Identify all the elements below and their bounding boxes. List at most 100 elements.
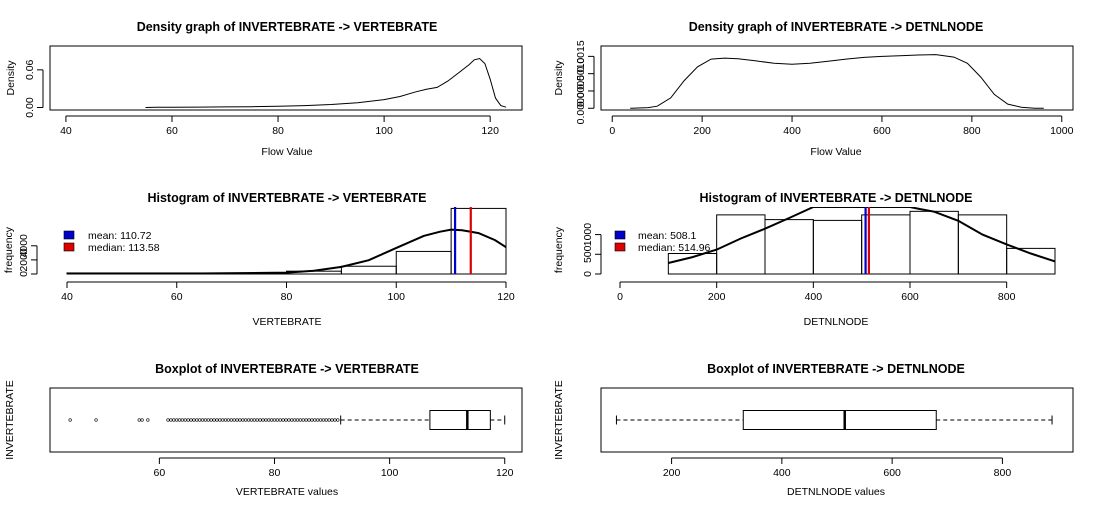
density_detnlnode-x-tick-label-200: 200 (693, 125, 711, 137)
box_vertebrate-outlier-36 (255, 418, 259, 422)
density-vertebrate-x-ticks: 40 60 80 100 120 (60, 115, 499, 137)
box-vertebrate-frame (49, 387, 523, 453)
box_vertebrate-outlier-39 (264, 418, 268, 422)
hist_vertebrate-bar-2 (340, 265, 397, 275)
box_detnlnode-x-tick-label-400: 400 (773, 467, 791, 479)
hist_detnlnode-x-tick-label-0: 0 (617, 291, 623, 303)
box_vertebrate-x-tick-label-100: 100 (381, 467, 399, 479)
hist_detnlnode-x-tick-label-200: 200 (708, 291, 726, 303)
hist-vertebrate-legend: mean: 110.72 median: 113.58 (63, 230, 160, 254)
hist-vertebrate-legend-mean-swatch (63, 230, 75, 240)
box_vertebrate-x-tick-label-80: 80 (269, 467, 281, 479)
density-detnlnode-panel: Density graph of INVERTEBRATE -> DETNLNO… (553, 20, 1074, 158)
hist-detnlnode-title: Histogram of INVERTEBRATE -> DETNLNODE (699, 191, 972, 205)
box_vertebrate-outlier-31 (241, 418, 245, 422)
box-detnlnode-x-ticks: 200 400 600 800 (663, 457, 1011, 479)
box_vertebrate-outlier-58 (318, 418, 323, 422)
box_vertebrate-outlier-30 (238, 418, 242, 422)
box_vertebrate-outlier-38 (261, 418, 265, 422)
box_vertebrate-outlier-53 (304, 418, 308, 422)
hist_detnlnode-bar-5 (909, 210, 959, 275)
box_vertebrate-outlier-4 (146, 418, 150, 422)
hist_detnlnode-bar-3 (812, 219, 863, 275)
density-detnlnode-marks (630, 54, 1044, 109)
box_vertebrate-outlier-50 (295, 418, 300, 422)
density-detnlnode-title: Density graph of INVERTEBRATE -> DETNLNO… (689, 20, 984, 34)
hist_detnlnode-y-tick-label-1: 500 (582, 245, 594, 263)
box_vertebrate-outlier-33 (246, 418, 251, 422)
hist-detnlnode-legend-median: median: 514.96 (638, 242, 711, 254)
hist-vertebrate-x-ticks: 40 60 80 100 120 (61, 281, 515, 303)
box_vertebrate-outlier-20 (209, 418, 213, 422)
box_vertebrate-outlier-7 (172, 418, 176, 422)
hist_vertebrate-normal-curve (67, 228, 506, 274)
density-detnlnode-xlabel: Flow Value (810, 146, 861, 158)
hist-vertebrate-legend-median: median: 113.58 (88, 242, 160, 254)
box_vertebrate-outlier-44 (278, 418, 282, 422)
hist-detnlnode-legend: mean: 508.1 median: 514.96 (614, 230, 711, 254)
density_detnlnode-x-tick-label-800: 800 (963, 125, 981, 137)
box_vertebrate-outlier-2 (137, 418, 141, 422)
box_vertebrate-box (429, 410, 491, 430)
box_vertebrate-outlier-29 (235, 418, 239, 422)
box_vertebrate-outlier-17 (200, 418, 205, 422)
box_vertebrate-outlier-24 (221, 418, 225, 422)
density-vertebrate-ylabel: Density (5, 60, 17, 96)
hist_vertebrate-y-tick-label-1: 2000 (18, 248, 30, 272)
hist_vertebrate-x-tick-label-100: 100 (387, 291, 405, 303)
box_detnlnode-x-tick-label-200: 200 (663, 467, 681, 479)
hist_vertebrate-x-tick-label-40: 40 (61, 291, 73, 303)
hist-detnlnode-legend-mean-swatch (614, 230, 626, 240)
density-vertebrate-title: Density graph of INVERTEBRATE -> VERTEBR… (137, 20, 438, 34)
hist_vertebrate-bar-3 (395, 250, 452, 275)
box_vertebrate-outlier-11 (183, 418, 187, 422)
box_vertebrate-x-tick-label-60: 60 (154, 467, 166, 479)
box-detnlnode-panel: Boxplot of INVERTEBRATE -> DETNLNODE DET… (553, 362, 1074, 498)
hist_vertebrate-x-tick-label-120: 120 (497, 291, 515, 303)
box_vertebrate-outlier-37 (258, 418, 262, 422)
density_detnlnode-x-tick-label-600: 600 (873, 125, 891, 137)
hist-vertebrate-title: Histogram of INVERTEBRATE -> VERTEBRATE (147, 191, 426, 205)
hist_detnlnode-bar-1 (716, 214, 766, 275)
box-detnlnode-xlabel: DETNLNODE values (787, 486, 885, 498)
box-detnlnode-title: Boxplot of INVERTEBRATE -> DETNLNODE (707, 362, 965, 376)
hist-vertebrate-xlabel: VERTEBRATE (252, 316, 321, 328)
box_vertebrate-outlier-64 (336, 418, 340, 422)
hist-vertebrate-legend-mean: mean: 110.72 (88, 230, 152, 242)
box_vertebrate-outlier-35 (252, 418, 256, 422)
hist-detnlnode-x-ticks: 0 200 400 600 800 (617, 281, 1016, 303)
box_vertebrate-outlier-27 (229, 418, 233, 422)
box_vertebrate-outlier-51 (298, 418, 302, 422)
density-vertebrate-frame (49, 45, 523, 111)
box_vertebrate-outlier-57 (316, 418, 320, 422)
density_vertebrate-x-tick-label-40: 40 (60, 125, 72, 137)
box_vertebrate-outlier-3 (140, 418, 144, 422)
box_vertebrate-outlier-34 (249, 418, 254, 422)
box_vertebrate-outlier-13 (189, 418, 193, 422)
box_vertebrate-outlier-62 (330, 418, 334, 422)
box_vertebrate-outlier-10 (180, 418, 184, 422)
box_vertebrate-outlier-49 (293, 418, 297, 422)
density_detnlnode-y-tick-label-1: 0.0005 (575, 75, 587, 107)
density_vertebrate-x-tick-label-120: 120 (481, 125, 499, 137)
box_detnlnode-x-tick-label-600: 600 (883, 467, 901, 479)
box-detnlnode-marks (615, 410, 1053, 430)
hist-detnlnode-legend-mean: mean: 508.1 (638, 230, 697, 242)
density_detnlnode-x-tick-label-400: 400 (783, 125, 801, 137)
density_detnlnode-x-tick-label-0: 0 (609, 125, 615, 137)
box-vertebrate-panel: Boxplot of INVERTEBRATE -> VERTEBRATE VE… (4, 362, 523, 498)
box_vertebrate-outlier-48 (290, 418, 294, 422)
density_detnlnode-y-tick-label-2: 0.0010 (575, 57, 587, 89)
box_vertebrate-outlier-16 (198, 418, 202, 422)
hist_detnlnode-x-tick-label-400: 400 (805, 291, 823, 303)
box_vertebrate-outlier-60 (324, 418, 328, 422)
density-vertebrate-panel: Density graph of INVERTEBRATE -> VERTEBR… (5, 20, 523, 158)
box_detnlnode-box (742, 410, 937, 430)
box_vertebrate-outlier-32 (244, 418, 248, 422)
density_detnlnode-density-line (630, 54, 1044, 109)
hist_vertebrate-y-tick-label-0: 0 (18, 271, 30, 277)
box_vertebrate-outlier-0 (68, 418, 72, 422)
box_vertebrate-outlier-41 (270, 418, 274, 422)
